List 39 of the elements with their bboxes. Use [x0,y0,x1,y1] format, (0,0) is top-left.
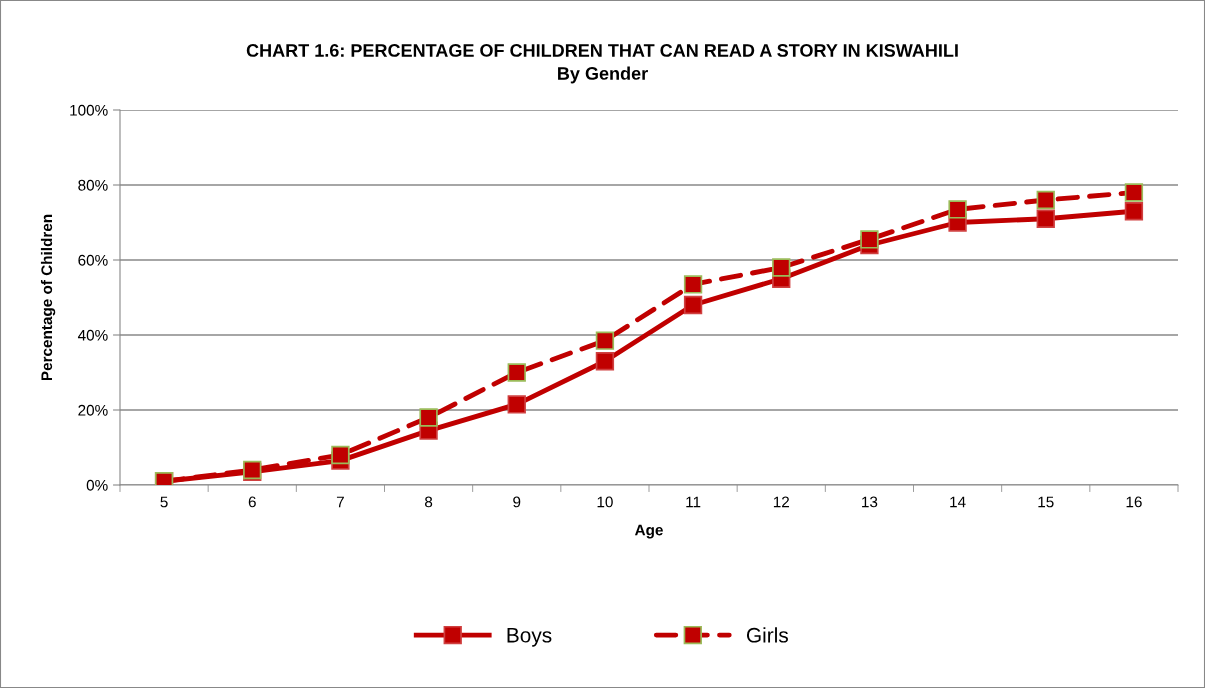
x-tick-label: 7 [336,496,344,508]
x-tick-label: 9 [513,496,521,508]
x-tick-label: 15 [1038,496,1054,508]
point [683,295,703,315]
point [331,445,350,465]
y-tick-label: 100% [70,104,108,116]
point [1036,209,1055,228]
point [595,331,615,350]
legend-label: Boys [507,628,552,647]
y-axis-title: Percentage of Children [40,214,56,381]
y-tick-label: 20% [78,404,108,416]
chart-title: CHART 1.6: PERCENTAGE OF CHILDREN THAT CAN READ A STORY IN KISWAHILI [246,44,958,57]
x-tick-label: 8 [425,496,433,508]
point [595,352,615,371]
point [683,275,703,294]
point [1036,190,1055,210]
point [948,200,967,219]
x-tick-label: 6 [248,496,256,508]
point [419,408,438,427]
point [507,395,526,414]
x-tick-label: 12 [773,496,789,508]
y-tick-label: 60% [78,254,108,266]
y-tick-label: 0% [86,479,108,491]
x-axis-title: Age [634,524,663,539]
x-tick-label: 10 [597,496,613,508]
x-tick-label: 5 [160,496,168,508]
x-tick-label: 16 [1126,496,1142,508]
point [507,363,526,382]
point [860,230,879,249]
chart-subtitle: By Gender [558,66,648,84]
point [1124,202,1144,221]
x-tick-label: 13 [862,496,878,508]
y-tick-label: 40% [77,329,108,341]
y-tick-label: 80% [78,179,108,191]
x-tick-label: 11 [686,496,701,508]
point [772,258,791,277]
x-tick-label: 14 [950,496,966,508]
legend-label: Girls [746,627,788,643]
point [1124,183,1144,202]
